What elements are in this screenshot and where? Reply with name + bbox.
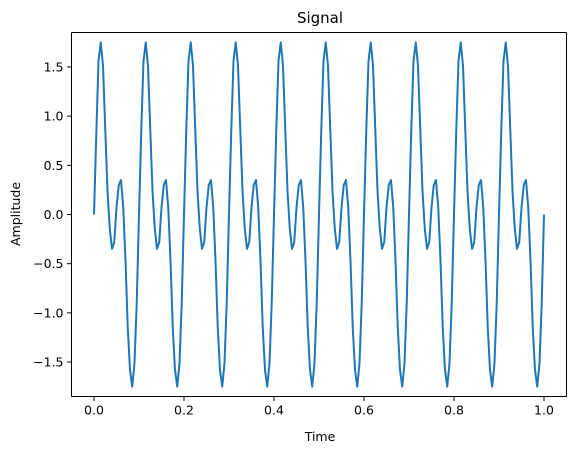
x-tick-label: 1.0 xyxy=(534,403,554,418)
axes-frame xyxy=(71,32,567,397)
y-axis-ticks: −1.5 −1.0 −0.5 0.0 0.5 1.0 1.5 xyxy=(33,59,72,370)
series-line-0 xyxy=(93,41,545,388)
y-tick-label: 1.0 xyxy=(44,109,64,124)
x-axis-ticks: 0.0 0.2 0.4 0.6 0.8 1.0 xyxy=(84,396,554,418)
x-tick-label: 0.4 xyxy=(264,403,284,418)
y-tick-label: 0.5 xyxy=(44,158,64,173)
y-tick-label: 0.0 xyxy=(44,207,64,222)
y-tick-label: −0.5 xyxy=(33,256,63,271)
x-tick-label: 0.6 xyxy=(354,403,374,418)
chart-title: Signal xyxy=(297,9,343,27)
x-tick-label: 0.0 xyxy=(84,403,104,418)
series-layer xyxy=(93,41,545,388)
x-tick-label: 0.8 xyxy=(444,403,464,418)
y-tick-label: −1.0 xyxy=(33,305,63,320)
x-axis-label: Time xyxy=(304,429,336,444)
y-axis-label: Amplitude xyxy=(8,182,23,246)
y-tick-label: −1.5 xyxy=(33,355,63,370)
y-tick-label: 1.5 xyxy=(44,59,64,74)
x-tick-label: 0.2 xyxy=(174,403,194,418)
